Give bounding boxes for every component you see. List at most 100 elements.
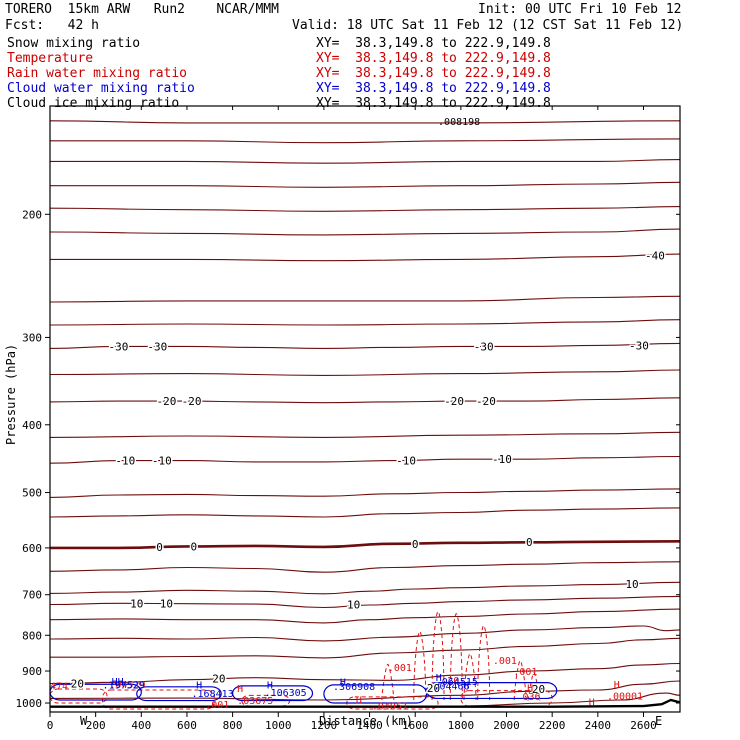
temperature-contour-0 xyxy=(50,540,681,550)
model-title: TORERO 15km ARW Run2 NCAR/MMM xyxy=(5,2,279,17)
rain-label-3: 20 xyxy=(447,676,459,687)
temperature-contour-13 xyxy=(49,488,681,498)
y-tick-label-6: 800 xyxy=(22,629,42,642)
temperature-label-2-2: -20 xyxy=(444,395,464,408)
rain-plume-1 xyxy=(431,611,445,700)
temperature-contour-15 xyxy=(49,369,681,376)
rain-plume-7 xyxy=(381,663,395,700)
cloud-water-region-2 xyxy=(232,685,314,702)
y-tick-label-1: 300 xyxy=(22,331,42,344)
temperature-label-0-3: 0 xyxy=(526,536,533,549)
cloud-water-label-4: .064515 xyxy=(436,677,478,688)
temperature-label-1-3: -10 xyxy=(492,453,512,466)
x-tick-label-1: 200 xyxy=(86,719,106,732)
rain-high-mark-2: H xyxy=(527,684,533,695)
rain-label-1: .001 xyxy=(493,656,517,667)
rain-label-5: .03675 xyxy=(237,696,273,707)
cloud-water-high-mark-0: HH xyxy=(112,677,124,688)
cloud-ice-label-0: .008198 xyxy=(438,117,480,128)
temperature-contour-2 xyxy=(49,397,681,404)
rain-plume-3 xyxy=(477,625,491,700)
cloud-water-label-1: .168413 xyxy=(192,689,234,700)
temperature-label-3-1: -30 xyxy=(147,340,167,353)
temperature-contour-20 xyxy=(49,608,681,624)
legend-cloud-water-xy: XY= 38.3,149.8 to 222.9,149.8 xyxy=(316,81,551,96)
rain-region-4 xyxy=(460,690,553,707)
x-tick-label-4: 800 xyxy=(223,719,243,732)
cloud-water-high-mark-4: H xyxy=(436,673,442,684)
temperature-contour-9 xyxy=(50,159,681,164)
rain-high-mark-1: H xyxy=(356,696,362,707)
cloud-water-region-4 xyxy=(426,682,558,700)
temperature-label-3-3: -30 xyxy=(629,339,649,352)
x-tick-label-3: 600 xyxy=(177,719,197,732)
temperature-contour-22 xyxy=(50,637,681,659)
temperature-contour-23 xyxy=(49,662,681,685)
temperature-contour-4 xyxy=(49,295,681,303)
temperature-label-23-1: 20 xyxy=(212,672,225,685)
temperature-label-2-0: -20 xyxy=(156,395,176,408)
legend-snow-xy: XY= 38.3,149.8 to 222.9,149.8 xyxy=(316,36,551,51)
contour-labels: 0 0 0 0 -10 -10 -10 -10 -20 -20 -20 -20 -30 -30 -30 -30… xyxy=(50,117,666,713)
legend-rain: Rain water mixing ratio xyxy=(7,66,188,81)
cloud-water-high-mark-3: H xyxy=(340,678,346,689)
temperature-label-0-2: 0 xyxy=(412,538,419,551)
y-tick-label-5: 700 xyxy=(22,589,42,602)
legend-temperature-xy: XY= 38.3,149.8 to 222.9,149.8 xyxy=(316,51,551,66)
temperature-label-3-2: -30 xyxy=(474,340,494,353)
temperature-label-0-1: 0 xyxy=(190,540,197,553)
cloud-water-region-1 xyxy=(136,686,222,702)
rain-label-10: .04529 xyxy=(109,680,145,691)
temperature-contour-18 xyxy=(49,581,681,595)
x-tick-label-9: 1800 xyxy=(448,719,475,732)
y-axis-label: Pressure (hPa) xyxy=(4,344,18,445)
rain-plume-4 xyxy=(463,653,477,700)
y-tick-label-8: 1000 xyxy=(16,697,43,710)
temperature-label-19-2: 10 xyxy=(347,599,360,612)
temperature-contour-17 xyxy=(49,561,681,573)
temperature-contour-12 xyxy=(49,507,681,518)
rain-region-0 xyxy=(49,688,108,704)
temperature-contour-1 xyxy=(49,455,681,464)
x-tick-label-8: 1600 xyxy=(402,719,429,732)
temperature-label-18-0: 10 xyxy=(625,578,638,591)
cloud-water-label-5: .04466 xyxy=(433,681,469,692)
legend-cloud-ice-xy: XY= 38.3,149.8 to 222.9,149.8 xyxy=(316,96,551,111)
rain-label-4: 036 xyxy=(523,692,541,703)
x-tick-label-6: 1200 xyxy=(311,719,338,732)
y-tick-label-0: 200 xyxy=(22,208,42,221)
temperature-contour-6 xyxy=(49,228,681,236)
y-tick-label-4: 600 xyxy=(22,542,42,555)
temperature-label-1-1: -10 xyxy=(152,455,172,468)
temperature-contour-19 xyxy=(49,595,681,609)
x-tick-label-13: 2600 xyxy=(630,719,657,732)
x-east-label: E xyxy=(655,714,662,728)
y-tick-label-7: 900 xyxy=(22,665,42,678)
temperature-label-1-0: -10 xyxy=(115,455,135,468)
rain-high-mark-3: H xyxy=(614,680,620,691)
cloud-water-high-mark-5: H xyxy=(463,681,469,692)
cloud-water-label-3: .306908 xyxy=(333,682,375,693)
rain-plume-6 xyxy=(527,672,541,701)
temperature-contour-11 xyxy=(49,120,681,124)
temperature-label-19-0: 10 xyxy=(130,597,143,610)
temperature-label-2-3: -20 xyxy=(476,395,496,408)
init-time: Init: 00 UTC Fri 10 Feb 12 xyxy=(478,2,682,17)
temperature-contour-10 xyxy=(49,138,681,144)
legend-cloud-water: Cloud water mixing ratio xyxy=(7,81,195,96)
x-axis-label: Distance (km) xyxy=(319,714,413,728)
x-tick-label-7: 1400 xyxy=(356,719,383,732)
x-tick-label-0: 0 xyxy=(47,719,54,732)
rain-label-7: .04051 xyxy=(372,702,408,713)
plot-frame xyxy=(49,105,681,713)
temperature-contour-16 xyxy=(49,319,681,326)
temperature-contour-14 xyxy=(49,431,681,438)
x-tick-label-12: 2400 xyxy=(585,719,612,732)
rain-plume-0 xyxy=(413,630,427,700)
temperature-contours xyxy=(49,120,681,707)
rain-high-mark-0: H xyxy=(237,684,243,695)
temperature-contour-21 xyxy=(49,625,681,642)
x-west-label: W xyxy=(80,714,88,728)
valid-time: Valid: 18 UTC Sat 11 Feb 12 (12 CST Sat … xyxy=(292,18,684,33)
temperature-label-0-0: 0 xyxy=(156,541,163,554)
